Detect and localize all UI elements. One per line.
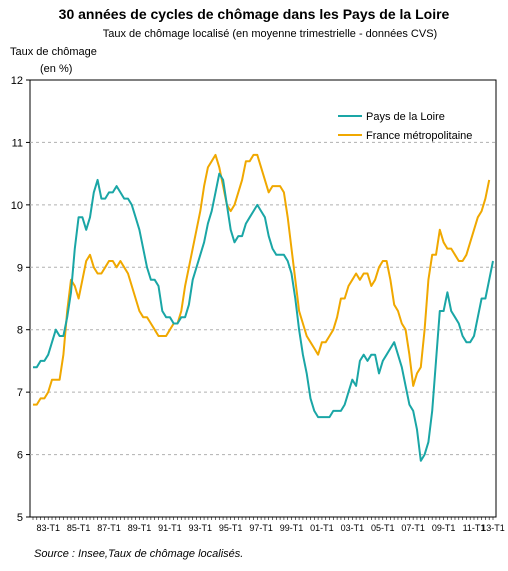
x-tick-label: 01-T1 [310, 523, 334, 533]
x-tick-label: 07-T1 [401, 523, 425, 533]
y-tick-label: 11 [12, 137, 23, 149]
y-tick-label: 5 [17, 512, 23, 524]
x-tick-label: 95-T1 [219, 523, 243, 533]
series-line [33, 172, 494, 462]
x-tick-label: 09-T1 [432, 523, 456, 533]
x-tick-label: 03-T1 [341, 523, 365, 533]
chart-subtitle: Taux de chômage localisé (en moyenne tri… [102, 28, 438, 40]
series-line [33, 153, 491, 406]
series-lines [33, 153, 494, 462]
x-tick-label: 91-T1 [158, 523, 182, 533]
x-tick-label: 05-T1 [371, 523, 395, 533]
x-tick-label: 93-T1 [189, 523, 213, 533]
y-tick-label: 6 [17, 450, 23, 462]
x-axis: 83-T1 85-T1 87-T1 89-T1 91-T1 93-T1 95-T1 97-T1… [32, 517, 505, 533]
y-axis-label: Taux de chômage [10, 46, 97, 58]
legend: Pays de la Loire France métropolitaine [338, 111, 472, 142]
legend-label-pays-de-la-loire: Pays de la Loire [366, 111, 445, 123]
x-tick-label: 13-T1 [481, 523, 505, 533]
y-tick-label: 8 [17, 325, 23, 337]
x-tick-label: 97-T1 [249, 523, 273, 533]
source-note: Source : Insee,Taux de chômage localisés… [34, 548, 244, 560]
y-tick-label: 10 [11, 200, 23, 212]
x-tick-label: 11-T1 [463, 523, 486, 533]
x-tick-label: 83-T1 [36, 523, 60, 533]
plot-area [29, 79, 497, 518]
legend-label-france-metropolitaine: France métropolitaine [366, 130, 472, 142]
x-tick-label: 99-T1 [280, 523, 304, 533]
x-tick-label: 89-T1 [128, 523, 152, 533]
x-tick-label: 85-T1 [67, 523, 91, 533]
y-tick-label: 12 [11, 75, 23, 87]
y-axis: 5 6 7 8 9 10 11 12 [11, 75, 30, 524]
x-tick-label: 87-T1 [97, 523, 121, 533]
y-tick-label: 7 [17, 387, 23, 399]
chart-title: 30 années de cycles de chômage dans les … [58, 6, 450, 22]
y-axis-unit-label: (en %) [40, 63, 73, 75]
y-tick-label: 9 [17, 262, 23, 274]
